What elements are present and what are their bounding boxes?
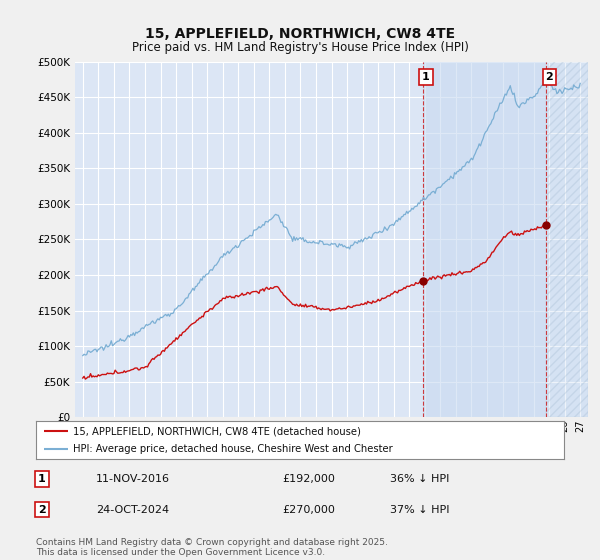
Bar bbox=[547, 62, 588, 417]
Text: 15, APPLEFIELD, NORTHWICH, CW8 4TE: 15, APPLEFIELD, NORTHWICH, CW8 4TE bbox=[145, 27, 455, 41]
Text: Price paid vs. HM Land Registry's House Price Index (HPI): Price paid vs. HM Land Registry's House … bbox=[131, 40, 469, 54]
Bar bbox=[423, 62, 547, 417]
Text: HPI: Average price, detached house, Cheshire West and Chester: HPI: Average price, detached house, Ches… bbox=[73, 444, 393, 454]
Text: 2: 2 bbox=[38, 505, 46, 515]
Text: 2: 2 bbox=[545, 72, 553, 82]
Text: £270,000: £270,000 bbox=[282, 505, 335, 515]
Text: 1: 1 bbox=[38, 474, 46, 484]
Text: 24-OCT-2024: 24-OCT-2024 bbox=[96, 505, 169, 515]
Text: 36% ↓ HPI: 36% ↓ HPI bbox=[390, 474, 449, 484]
Text: 11-NOV-2016: 11-NOV-2016 bbox=[96, 474, 170, 484]
Text: £192,000: £192,000 bbox=[282, 474, 335, 484]
Text: 15, APPLEFIELD, NORTHWICH, CW8 4TE (detached house): 15, APPLEFIELD, NORTHWICH, CW8 4TE (deta… bbox=[73, 426, 361, 436]
Text: 1: 1 bbox=[422, 72, 430, 82]
Text: 37% ↓ HPI: 37% ↓ HPI bbox=[390, 505, 449, 515]
Text: Contains HM Land Registry data © Crown copyright and database right 2025.
This d: Contains HM Land Registry data © Crown c… bbox=[36, 538, 388, 557]
